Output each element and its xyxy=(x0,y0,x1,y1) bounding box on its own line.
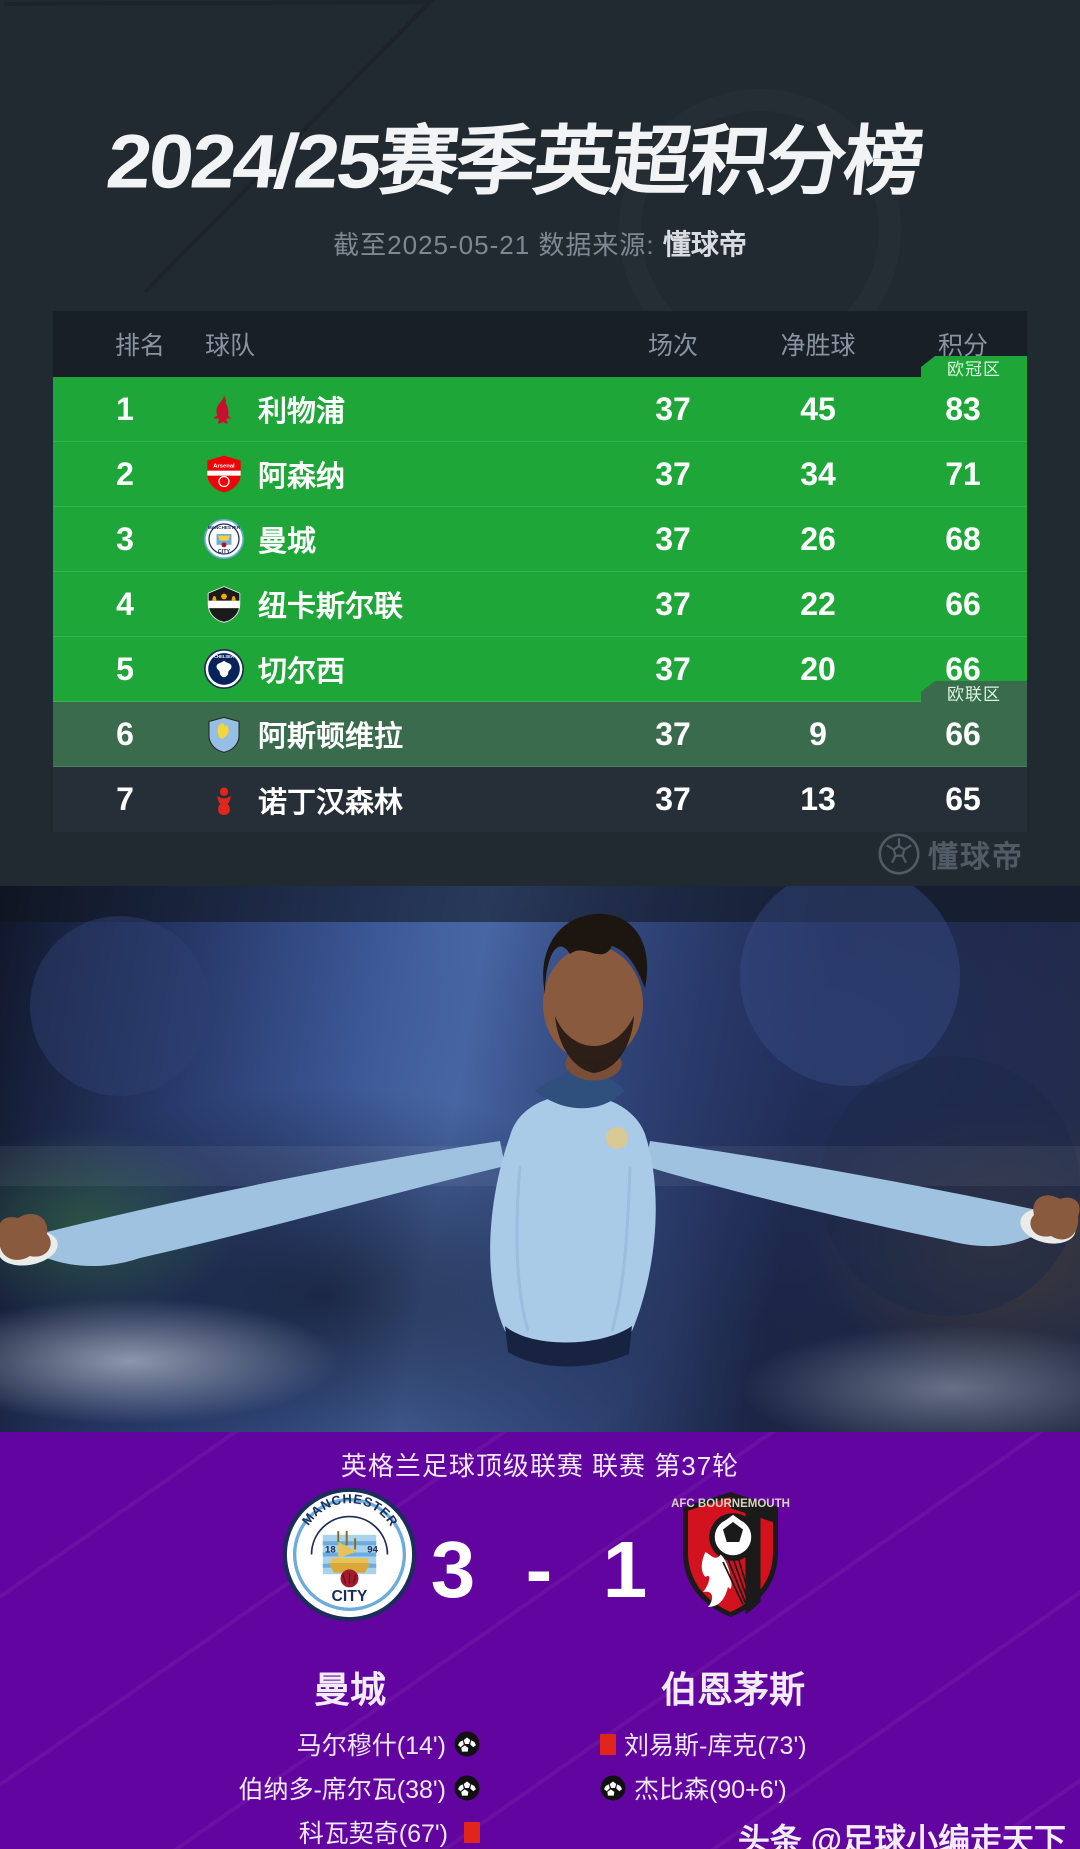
svg-text:MANCHESTER: MANCHESTER xyxy=(208,525,241,530)
svg-text:Arsenal: Arsenal xyxy=(213,463,235,469)
svg-text:CITY: CITY xyxy=(218,549,231,555)
svg-text:CHELSEA: CHELSEA xyxy=(214,654,234,659)
svg-text:AFC BOURNEMOUTH: AFC BOURNEMOUTH xyxy=(671,1498,790,1510)
